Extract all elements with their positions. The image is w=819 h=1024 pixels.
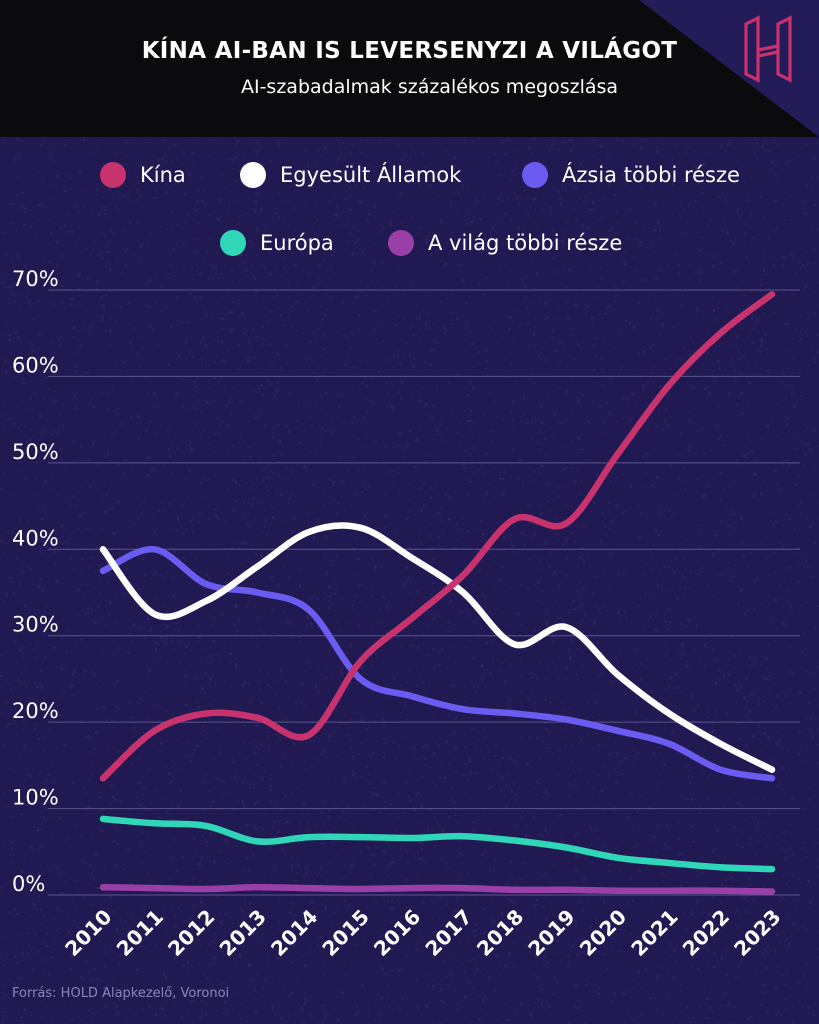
legend-swatch [220, 230, 246, 256]
legend-item-europa: Európa [220, 230, 334, 256]
legend-swatch [388, 230, 414, 256]
series-line-egyesült-államok [99, 522, 776, 773]
header-bar: KÍNA AI-BAN IS LEVERSENYZI A VILÁGOT AI-… [0, 0, 819, 137]
series-lines [99, 291, 776, 895]
legend-swatch [522, 162, 548, 188]
x-axis-tick-labels: 2010201120122013201420152016201720182019… [60, 905, 785, 961]
x-tick-label: 2012 [163, 905, 219, 961]
x-tick-label: 2022 [678, 905, 734, 961]
legend-item-azsia-tobbi-resze: Ázsia többi része [522, 162, 740, 188]
legend-label: Ázsia többi része [562, 163, 740, 187]
x-tick-label: 2019 [523, 905, 579, 961]
hold-h-logo-icon [744, 15, 792, 83]
x-tick-label: 2017 [420, 905, 476, 961]
y-tick-label: 50% [12, 440, 59, 464]
y-tick-label: 20% [12, 699, 59, 723]
y-axis-tick-labels: 0% 10% 20% 30% 40% 50% 60% 70% [12, 267, 59, 896]
x-tick-label: 2011 [112, 905, 168, 961]
source-note: Forrás: HOLD Alapkezelő, Voronoi [12, 986, 230, 1001]
x-tick-label: 2010 [60, 905, 116, 961]
legend-label: A világ többi része [428, 231, 623, 255]
x-tick-label: 2018 [472, 905, 528, 961]
legend-item-kina: Kína [100, 162, 186, 188]
x-tick-label: 2015 [318, 905, 374, 961]
x-tick-label: 2023 [729, 905, 785, 961]
x-tick-label: 2020 [575, 905, 631, 961]
x-tick-label: 2021 [626, 905, 682, 961]
y-tick-label: 0% [12, 872, 45, 896]
y-tick-label: 60% [12, 353, 59, 377]
series-line-a-világ-többi-része [99, 883, 776, 895]
legend-swatch [100, 162, 126, 188]
x-tick-label: 2013 [215, 905, 271, 961]
x-tick-label: 2016 [369, 905, 425, 961]
series-line-kína [99, 291, 776, 782]
legend-label: Egyesült Államok [280, 163, 462, 187]
series-line-európa [99, 815, 776, 873]
legend-swatch [240, 162, 266, 188]
legend-item-egyesult-allamok: Egyesült Államok [240, 162, 461, 188]
legend-label: Kína [140, 163, 186, 187]
legend-label: Európa [260, 231, 334, 255]
y-tick-label: 40% [12, 526, 59, 550]
y-tick-label: 10% [12, 786, 59, 810]
chart-subtitle: AI-szabadalmak százalékos megoszlása [240, 76, 619, 98]
x-tick-label: 2014 [266, 905, 322, 961]
chart-title: KÍNA AI-BAN IS LEVERSENYZI A VILÁGOT [141, 38, 678, 64]
y-tick-label: 70% [12, 267, 59, 291]
legend-item-a-vilag-tobbi-resze: A világ többi része [388, 230, 622, 256]
series-line-ázsia-többi-része [99, 546, 776, 782]
grid-lines [48, 289, 800, 896]
y-tick-label: 30% [12, 613, 59, 637]
